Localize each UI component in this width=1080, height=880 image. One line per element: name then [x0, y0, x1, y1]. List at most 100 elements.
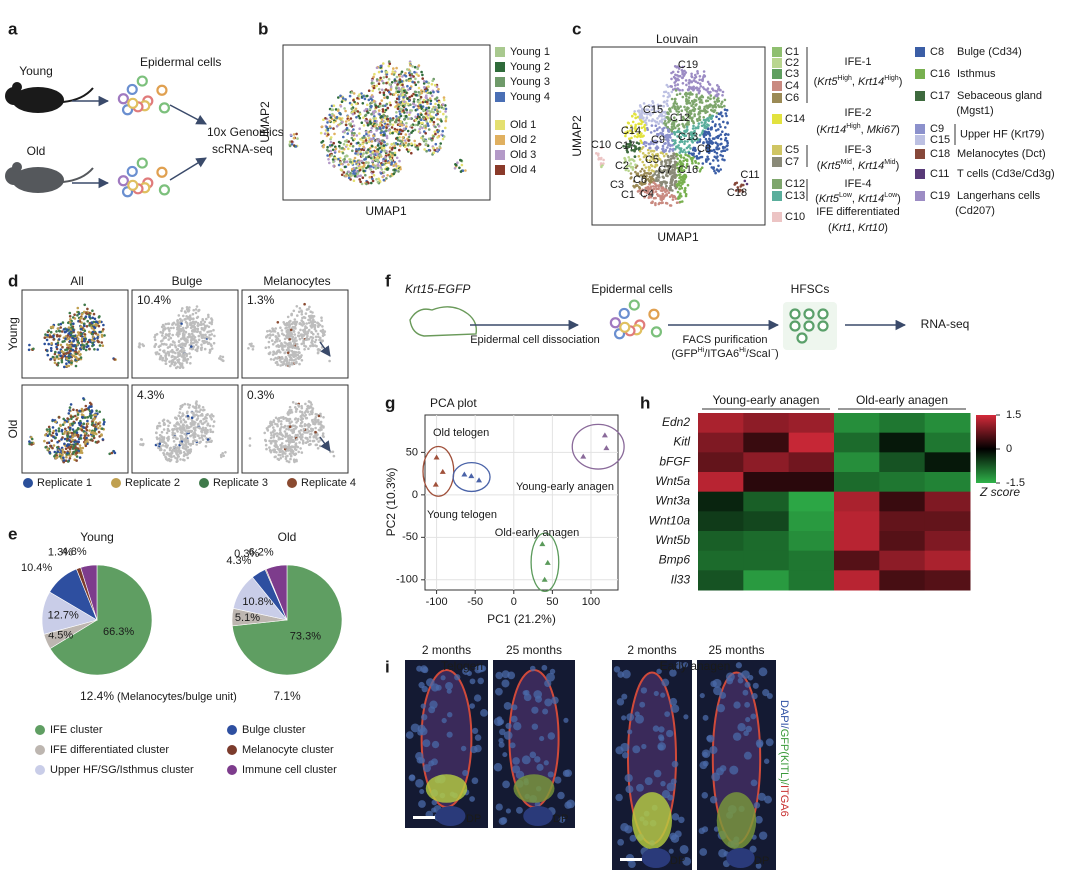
- umap-point: [693, 76, 696, 80]
- legend-label: C12: [785, 178, 805, 190]
- umap-point: [394, 129, 398, 133]
- legend-swatch: [915, 47, 925, 57]
- umap-point: [676, 190, 680, 194]
- umap-point: [673, 133, 677, 136]
- umap-point: [175, 348, 179, 352]
- umap-point: [679, 105, 682, 108]
- umap-point: [203, 339, 206, 343]
- umap-point: [196, 327, 199, 331]
- umap-point: [411, 80, 415, 84]
- umap-point: [362, 145, 365, 149]
- umap-point: [436, 148, 439, 152]
- umap-point: [340, 100, 344, 103]
- umap-point: [286, 346, 290, 350]
- umap-point: [344, 160, 347, 164]
- umap-point: [389, 103, 392, 107]
- umap-point: [436, 110, 440, 113]
- umap-point: [378, 146, 382, 150]
- umap-point: [268, 351, 272, 354]
- umap-point: [651, 118, 654, 121]
- umap-point: [359, 113, 362, 116]
- umap-point: [198, 436, 201, 440]
- umap-point: [718, 88, 722, 92]
- umap-point: [723, 108, 727, 111]
- umap-point: [347, 118, 351, 122]
- umap-point: [654, 196, 657, 200]
- umap-point: [648, 175, 652, 179]
- umap-point: [696, 72, 699, 75]
- umap-point: [386, 117, 390, 121]
- umap-point: [97, 426, 100, 430]
- umap-point: [401, 129, 404, 133]
- umap-point: [363, 109, 366, 113]
- umap-point: [712, 166, 715, 169]
- umap-point: [648, 180, 652, 184]
- umap-point: [275, 350, 279, 354]
- umap-point: [199, 347, 203, 350]
- umap-point: [52, 338, 55, 341]
- umap-point: [403, 111, 406, 114]
- cell-icon: [158, 102, 171, 114]
- umap-point: [280, 360, 283, 364]
- umap-point: [163, 350, 166, 354]
- umap-point: [699, 109, 702, 112]
- umap-point: [725, 108, 729, 112]
- umap-point: [698, 98, 701, 101]
- umap-point: [366, 94, 369, 98]
- umap-point: [59, 423, 62, 427]
- umap-point: [420, 113, 423, 116]
- umap-point: [342, 135, 345, 139]
- umap-point: [85, 436, 88, 440]
- umap-point: [724, 132, 728, 136]
- umap-point: [175, 447, 178, 450]
- umap-point: [45, 349, 49, 352]
- umap-point: [353, 159, 356, 163]
- umap-point: [181, 366, 185, 369]
- umap-point: [369, 118, 372, 121]
- umap-point: [197, 426, 201, 429]
- umap-point: [410, 124, 413, 127]
- umap-point: [284, 358, 288, 361]
- umap-point: [676, 74, 679, 77]
- method-text: 10x Genomics: [207, 125, 284, 139]
- umap-point: [682, 156, 686, 160]
- legend-text: IFE differentiated: [816, 206, 900, 218]
- umap-point: [711, 137, 715, 140]
- y-axis-label: UMAP2: [258, 101, 272, 143]
- umap-point: [409, 64, 412, 67]
- umap-point: [389, 92, 392, 96]
- umap-point: [75, 409, 79, 412]
- umap-point: [335, 115, 339, 119]
- umap-point: [177, 339, 181, 343]
- umap-point: [412, 105, 415, 109]
- umap-point: [179, 337, 183, 341]
- umap-point: [437, 103, 440, 107]
- umap-point: [32, 347, 35, 351]
- umap-point: [181, 342, 184, 346]
- umap-point: [159, 340, 163, 343]
- umap-point: [277, 334, 281, 338]
- umap-point: [415, 73, 419, 76]
- umap-point: [708, 113, 712, 117]
- umap-point: [434, 142, 438, 146]
- umap-point: [376, 159, 380, 163]
- umap-point: [49, 325, 53, 329]
- umap-point: [334, 147, 338, 151]
- umap-point: [379, 116, 383, 119]
- umap-point: [711, 114, 715, 118]
- umap-point: [207, 330, 211, 333]
- umap-point: [326, 154, 329, 157]
- umap-point: [72, 450, 76, 454]
- umap-point: [671, 178, 674, 181]
- umap-point: [70, 422, 74, 426]
- umap-point: [378, 154, 382, 157]
- umap-point: [460, 163, 464, 167]
- umap-point: [307, 337, 311, 341]
- cluster-label: C6: [633, 174, 647, 186]
- umap-point: [361, 176, 365, 179]
- umap-point: [90, 326, 94, 330]
- umap-point: [69, 440, 73, 444]
- caption: Epidermal cells: [140, 55, 221, 69]
- umap-point: [191, 312, 195, 316]
- umap-point: [380, 118, 384, 121]
